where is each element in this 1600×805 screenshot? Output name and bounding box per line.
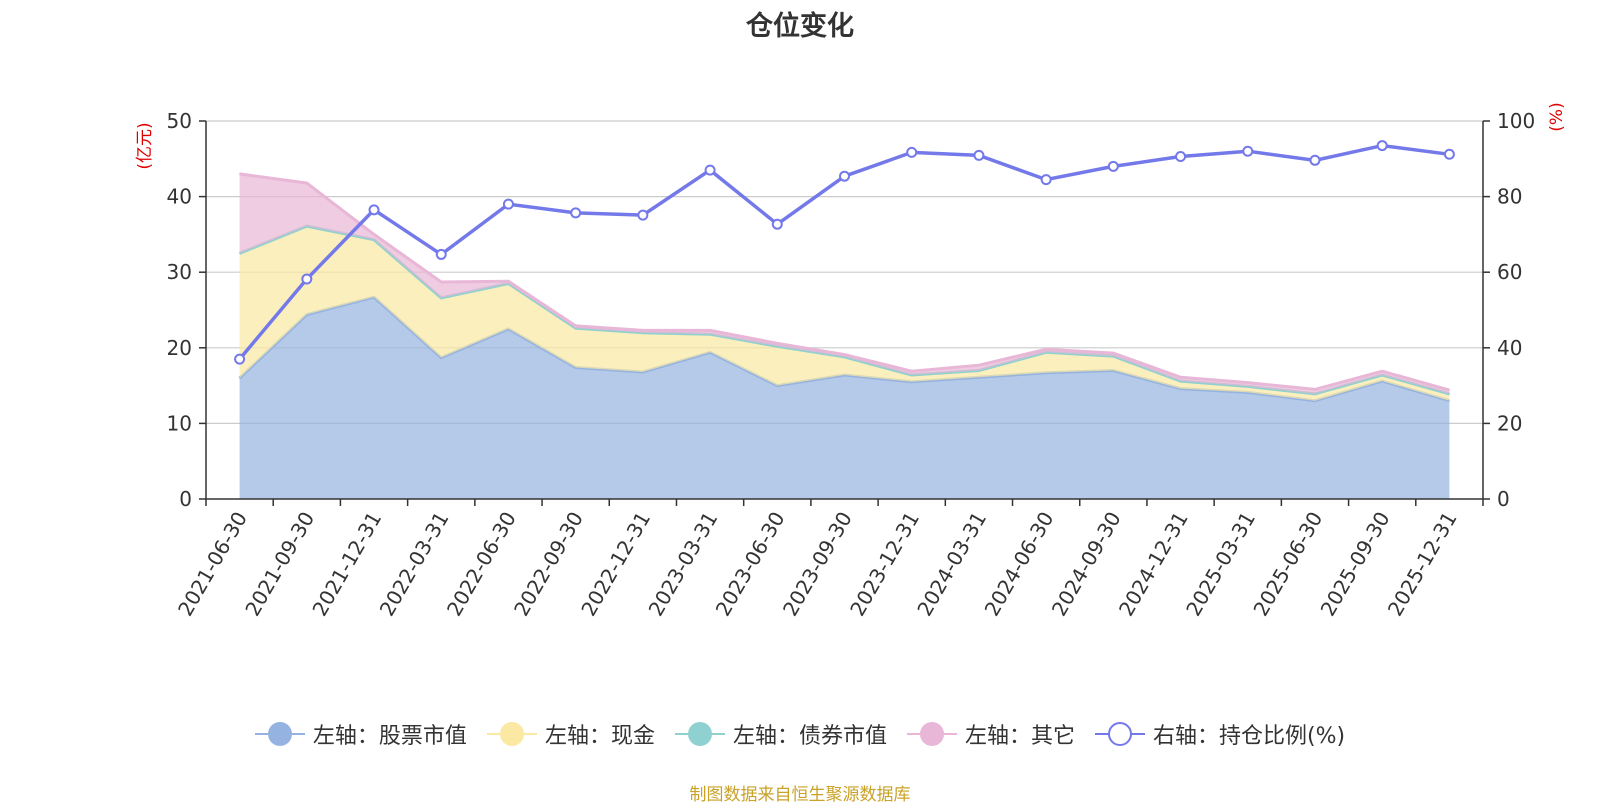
chart-title: 仓位变化: [746, 11, 854, 42]
x-tick-label-14: 2024-12-31: [1114, 508, 1193, 621]
right-tick-label-3: 60: [1497, 260, 1522, 284]
data-point-series-3-1: [306, 182, 308, 184]
data-point-series-3-17: [1381, 370, 1383, 372]
data-point-series-3-12: [1045, 348, 1047, 350]
area-series-0: [239, 297, 1450, 499]
data-point-series-3-10: [911, 370, 913, 372]
chart-legend: 左轴：股票市值 左轴：现金 左轴：债券市值 左轴：其它 右轴：持仓比例(%): [0, 718, 1600, 750]
ratio-point-0: [234, 353, 246, 365]
ratio-point-10: [906, 146, 918, 158]
ratio-point-3: [435, 248, 447, 260]
x-tick-label-2: 2021-12-31: [307, 508, 386, 621]
x-tick-label-6: 2022-12-31: [576, 508, 655, 621]
right-tick-label-5: 100: [1497, 109, 1535, 133]
legend-marker-icon: [1094, 721, 1145, 747]
ratio-point-9: [839, 170, 850, 182]
left-tick-label-0: 0: [179, 487, 192, 511]
x-tick-label-1: 2021-09-30: [240, 508, 319, 621]
x-tick-label-11: 2024-03-31: [912, 508, 991, 621]
data-point-series-3-6: [642, 329, 644, 332]
ratio-point-14: [1175, 151, 1187, 163]
data-point-series-3-18: [1448, 389, 1450, 391]
x-tick-label-17: 2025-09-30: [1316, 508, 1395, 621]
left-tick-label-5: 50: [167, 109, 192, 133]
x-tick-label-16: 2025-06-30: [1248, 508, 1327, 621]
legend-marker-icon: [254, 721, 305, 747]
x-tick-label-13: 2024-09-30: [1047, 508, 1126, 621]
data-point-series-3-2: [373, 233, 375, 235]
legend-item-4[interactable]: 右轴：持仓比例(%): [1094, 718, 1346, 750]
x-tick-label-0: 2021-06-30: [173, 508, 252, 621]
data-point-series-0-0: [239, 377, 241, 379]
ratio-point-18: [1443, 148, 1455, 160]
legend-marker-icon: [486, 721, 537, 747]
data-point-series-3-14: [1179, 376, 1182, 378]
x-tick-label-5: 2022-09-30: [509, 508, 588, 621]
data-point-series-3-15: [1247, 381, 1249, 384]
ratio-point-12: [1040, 174, 1052, 186]
data-point-series-3-3: [440, 281, 442, 283]
x-tick-label-12: 2024-06-30: [980, 508, 1059, 621]
data-point-series-3-16: [1314, 388, 1316, 390]
ratio-point-7: [704, 164, 716, 176]
x-tick-label-7: 2023-03-31: [644, 508, 723, 621]
left-tick-label-3: 30: [167, 260, 192, 284]
x-tick-label-3: 2022-03-31: [375, 507, 454, 620]
ratio-point-8: [771, 218, 783, 230]
ratio-point-15: [1242, 145, 1254, 157]
x-tick-label-18: 2025-12-31: [1383, 508, 1462, 621]
data-point-series-3-13: [1112, 352, 1114, 354]
legend-marker-icon: [906, 721, 957, 747]
legend-label: 左轴：其它: [964, 724, 1075, 749]
legend-label: 右轴：持仓比例(%): [1152, 724, 1346, 749]
right-tick-label-0: 0: [1497, 487, 1510, 511]
right-tick-label-4: 80: [1497, 185, 1522, 209]
data-point-series-3-8: [776, 342, 778, 344]
x-tick-label-4: 2022-06-30: [442, 508, 521, 621]
x-tick-label-10: 2023-12-31: [845, 507, 924, 620]
ratio-point-11: [973, 149, 985, 161]
legend-label: 左轴：现金: [544, 724, 655, 749]
x-tick-label-9: 2023-09-30: [778, 508, 857, 621]
legend-item-2[interactable]: 左轴：债券市值: [674, 718, 887, 750]
data-point-series-3-0: [239, 173, 241, 175]
x-tick-label-15: 2025-03-31: [1181, 508, 1260, 621]
data-point-series-3-7: [709, 329, 711, 332]
data-point-series-3-5: [575, 325, 577, 327]
ratio-point-5: [570, 207, 582, 219]
x-tick-label-8: 2023-06-30: [711, 508, 790, 621]
legend-item-3[interactable]: 左轴：其它: [906, 718, 1075, 750]
ratio-point-2: [368, 204, 380, 216]
left-axis-title: (亿元): [135, 122, 155, 169]
area-series-3: [239, 173, 1450, 394]
data-point-series-3-9: [843, 354, 846, 356]
data-point-series-3-11: [978, 364, 980, 366]
ratio-point-13: [1107, 160, 1119, 172]
ratio-point-1: [301, 273, 313, 285]
area-series-1: [239, 226, 1450, 401]
left-tick-label-4: 40: [167, 185, 192, 209]
right-tick-label-1: 20: [1497, 411, 1522, 435]
legend-item-1[interactable]: 左轴：现金: [486, 718, 655, 750]
ratio-point-6: [637, 209, 649, 221]
right-axis-title: (%): [1547, 102, 1567, 131]
right-tick-label-2: 40: [1497, 336, 1522, 360]
source-note: 制图数据来自恒生聚源数据库: [689, 785, 911, 805]
legend-label: 左轴：债券市值: [732, 724, 887, 749]
legend-marker-icon: [674, 721, 725, 747]
ratio-point-16: [1309, 154, 1321, 166]
left-tick-label-2: 20: [167, 336, 192, 360]
legend-label: 左轴：股票市值: [312, 724, 467, 749]
left-tick-label-1: 10: [167, 411, 192, 435]
data-point-series-3-4: [507, 280, 510, 282]
ratio-point-17: [1376, 140, 1388, 152]
ratio-point-4: [502, 198, 514, 210]
legend-item-0[interactable]: 左轴：股票市值: [254, 718, 467, 750]
